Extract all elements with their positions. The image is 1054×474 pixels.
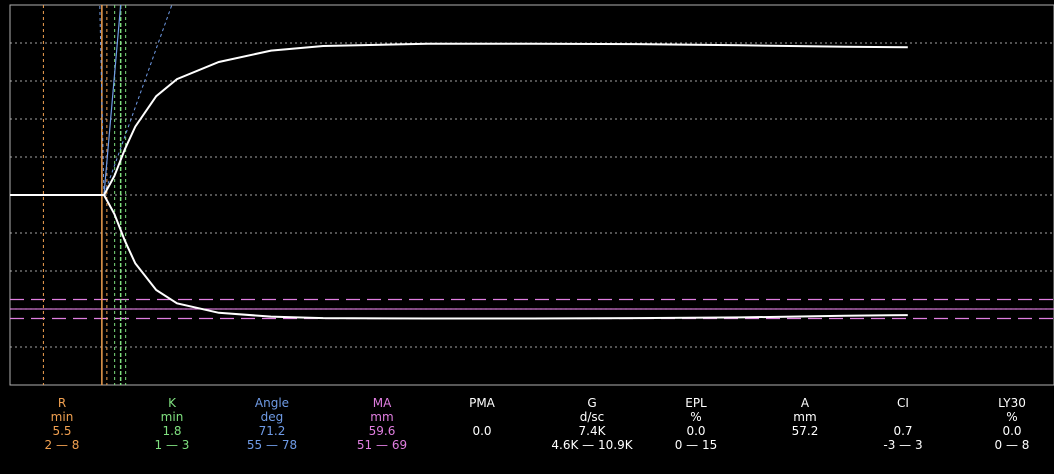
param-R: R min 5.5 2 — 8 [45,396,80,452]
param-PMA-unit [469,410,495,424]
param-CI-unit [883,410,922,424]
param-MA-range: 51 — 69 [356,438,408,452]
param-angle-unit: deg [260,410,284,424]
param-PMA: PMA 0.0 [469,396,495,452]
param-G-value: 7.4K [578,424,606,438]
trace-upper [10,42,908,196]
param-MA-unit: mm [370,410,394,424]
angle-line [103,4,122,196]
param-K-range: 1 — 3 [154,438,190,452]
param-angle-range: 55 — 78 [246,438,298,452]
param-A-unit: mm [793,410,817,424]
param-G: G d/sc 7.4K 4.6K — 10.9K [551,396,632,452]
param-R-unit: min [50,410,74,424]
param-A-range [792,438,819,452]
param-K-value: 1.8 [162,424,182,438]
param-LY30-name: LY30 [998,396,1026,410]
param-K-unit: min [160,410,184,424]
param-EPL-range: 0 — 15 [674,438,718,452]
trace-lines [10,42,908,320]
reference-lines [10,298,1054,320]
param-CI-range: -3 — 3 [883,438,923,452]
parameter-panel: R min 5.5 2 — 8 K min 1.8 1 — 3 Angle de… [0,390,1054,474]
teg-plot [9,4,1054,386]
param-R-range: 2 — 8 [44,438,80,452]
param-EPL-name: EPL [685,396,707,410]
param-angle-value: 71.2 [258,424,286,438]
param-EPL: EPL % 0.0 0 — 15 [675,396,718,452]
param-LY30-range: 0 — 8 [994,438,1030,452]
param-LY30-unit: % [1006,410,1018,424]
param-EPL-unit: % [690,410,702,424]
param-MA-value: 59.6 [368,424,396,438]
param-K: K min 1.8 1 — 3 [155,396,190,452]
param-A: A mm 57.2 [792,396,819,452]
param-G-name: G [587,396,597,410]
param-PMA-range [469,438,495,452]
param-A-value: 57.2 [791,424,819,438]
param-R-name: R [57,396,67,410]
angle-range-line [99,4,105,196]
param-CI-name: CI [897,396,909,410]
param-K-name: K [168,396,176,410]
param-PMA-value: 0.0 [472,424,492,438]
angle-range-line [103,4,173,196]
param-LY30-value: 0.0 [1002,424,1022,438]
param-MA-name: MA [372,396,392,410]
param-angle: Angle deg 71.2 55 — 78 [247,396,297,452]
trace-lower [103,194,908,320]
param-EPL-value: 0.0 [686,424,706,438]
param-CI: CI 0.7 -3 — 3 [883,396,922,452]
param-G-unit: d/sc [579,410,605,424]
param-angle-name: Angle [254,396,290,410]
param-CI-value: 0.7 [893,424,913,438]
param-PMA-name: PMA [469,396,495,410]
param-G-range: 4.6K — 10.9K [551,438,633,452]
param-A-name: A [800,396,810,410]
param-LY30: LY30 % 0.0 0 — 8 [995,396,1030,452]
param-MA: MA mm 59.6 51 — 69 [357,396,407,452]
param-R-value: 5.5 [52,424,72,438]
